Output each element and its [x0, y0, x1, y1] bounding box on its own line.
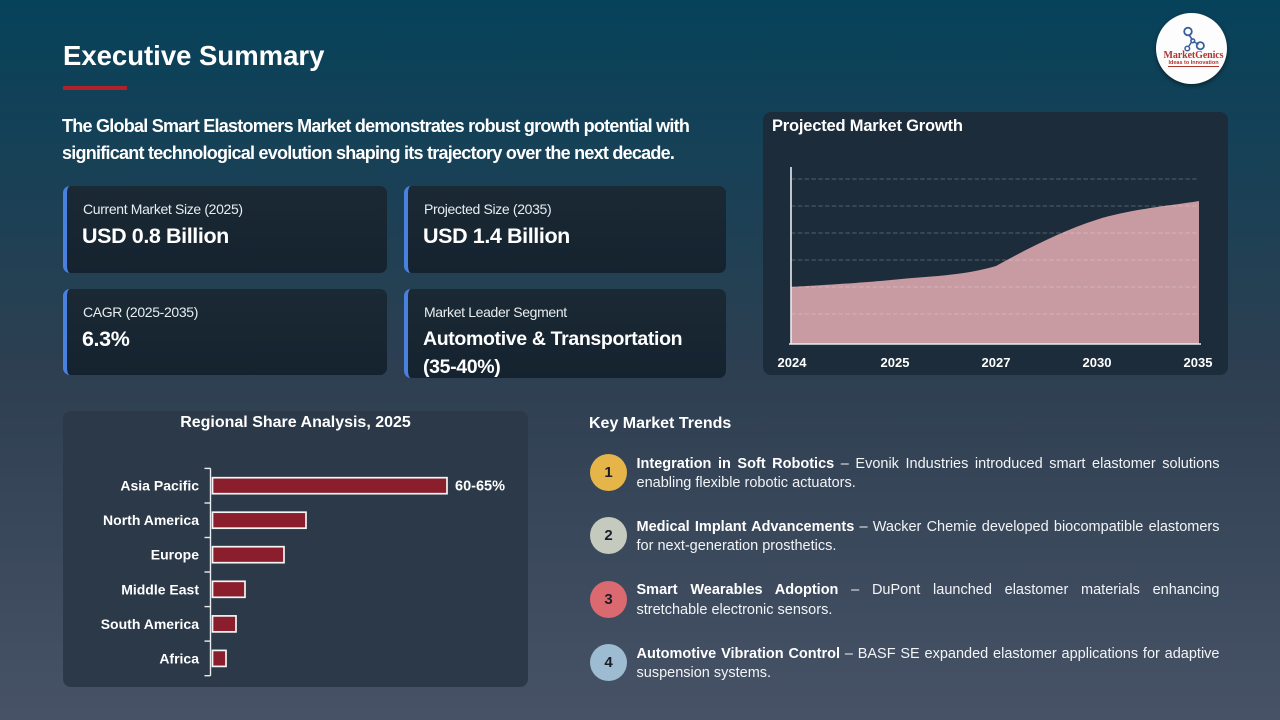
svg-text:2025: 2025 — [881, 355, 910, 370]
svg-text:South America: South America — [101, 616, 199, 632]
svg-text:Middle East: Middle East — [121, 581, 199, 597]
svg-text:2035: 2035 — [1184, 355, 1213, 370]
svg-text:2024: 2024 — [778, 355, 808, 370]
svg-text:60-65%: 60-65% — [455, 479, 505, 495]
svg-text:Asia Pacific: Asia Pacific — [120, 478, 199, 494]
svg-text:Europe: Europe — [151, 547, 199, 563]
svg-text:Africa: Africa — [159, 650, 199, 666]
svg-text:North America: North America — [103, 512, 199, 528]
svg-text:2030: 2030 — [1083, 355, 1112, 370]
svg-text:2027: 2027 — [982, 355, 1011, 370]
